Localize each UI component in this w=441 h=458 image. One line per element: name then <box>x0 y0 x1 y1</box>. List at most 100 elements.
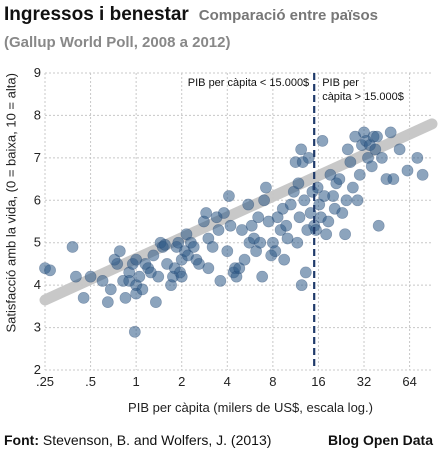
data-point <box>152 270 165 283</box>
data-point <box>44 264 56 277</box>
data-point <box>298 194 311 207</box>
x-tick-label: 4 <box>224 374 231 389</box>
x-tick-label: 2 <box>178 374 185 389</box>
data-point <box>320 228 333 241</box>
data-point <box>372 219 385 232</box>
data-point <box>254 236 267 249</box>
data-point <box>341 143 354 156</box>
data-point <box>218 207 230 219</box>
data-point <box>133 270 146 283</box>
data-point <box>371 130 383 143</box>
data-point <box>340 194 353 207</box>
data-point <box>365 160 378 173</box>
chart-source-period: (Gallup World Poll, 2008 a 2012) <box>4 34 231 51</box>
y-tick-label: 9 <box>34 65 41 80</box>
tick-labels: .25 .5 1 2 4 8 16 32 64 2 3 4 5 6 7 8 9 <box>34 65 417 389</box>
data-point <box>223 190 235 202</box>
data-point <box>291 236 304 249</box>
data-point <box>369 143 382 156</box>
data-point <box>322 215 335 228</box>
data-point <box>344 156 357 168</box>
data-point <box>346 181 359 194</box>
data-point <box>66 241 79 253</box>
data-point <box>206 241 219 253</box>
data-point <box>258 194 270 207</box>
data-point <box>281 232 294 245</box>
data-point <box>299 266 312 279</box>
brand-label: Blog Open Data <box>327 432 433 448</box>
threshold-label-right-1: PIB per <box>322 77 359 89</box>
data-point <box>242 198 255 211</box>
data-point <box>119 291 132 304</box>
data-point <box>202 262 215 275</box>
data-point <box>236 224 248 236</box>
data-point <box>159 238 171 251</box>
x-tick-label: 64 <box>402 374 416 389</box>
data-point <box>96 274 109 287</box>
data-point <box>278 253 291 266</box>
data-point <box>252 211 265 224</box>
data-point <box>245 219 258 232</box>
data-point <box>256 270 269 283</box>
data-point <box>233 262 246 275</box>
data-point <box>316 134 329 147</box>
y-tick-label: 5 <box>34 235 41 250</box>
data-point <box>221 245 234 258</box>
data-point <box>416 168 429 181</box>
source-label: Font: <box>4 432 39 448</box>
x-tick-label: 1 <box>133 374 140 389</box>
threshold-label-right-2: càpita > 15.000$ <box>322 91 404 103</box>
data-point <box>295 143 308 156</box>
data-point <box>77 291 90 304</box>
data-point <box>292 177 305 190</box>
data-point <box>214 274 227 287</box>
data-point <box>269 245 282 258</box>
chart-title: Ingressos i benestar <box>4 4 189 25</box>
data-point <box>128 325 141 338</box>
x-tick-label: .5 <box>85 374 96 389</box>
threshold-label-left: PIB per càpita < 15.000$ <box>188 77 309 89</box>
data-point <box>295 279 308 292</box>
data-point <box>271 211 284 224</box>
data-point <box>172 236 185 249</box>
data-point <box>302 151 315 164</box>
data-point <box>260 181 272 194</box>
data-point <box>310 224 322 236</box>
data-point <box>384 126 397 139</box>
data-point <box>339 228 351 241</box>
data-point <box>136 283 149 296</box>
data-point <box>200 207 213 219</box>
y-tick-label: 8 <box>34 107 41 122</box>
data-point <box>187 241 200 253</box>
data-point <box>313 198 326 211</box>
data-point <box>333 173 346 185</box>
data-point <box>104 283 117 296</box>
data-point <box>327 190 340 202</box>
data-point <box>70 270 82 283</box>
data-point <box>149 296 162 309</box>
x-tick-label: 32 <box>357 374 371 389</box>
data-point <box>411 151 424 164</box>
data-point <box>175 270 188 283</box>
data-point <box>284 198 297 211</box>
data-point <box>238 253 251 266</box>
data-point <box>387 173 400 185</box>
x-tick-label: 16 <box>311 374 325 389</box>
y-tick-label: 7 <box>34 150 41 165</box>
data-point <box>280 219 293 232</box>
data-point <box>101 296 114 309</box>
data-point <box>193 258 205 270</box>
y-tick-label: 2 <box>34 362 41 377</box>
data-point <box>393 143 406 156</box>
data-point <box>375 151 388 164</box>
source-credit: Font: Stevenson, B. and Wolfers, J. (201… <box>4 432 271 448</box>
x-tick-label: 8 <box>269 374 276 389</box>
data-point <box>353 168 366 181</box>
title-row: Ingressos i benestar Comparació entre paï… <box>4 4 378 26</box>
y-tick-label: 6 <box>34 192 41 207</box>
grid <box>44 72 432 371</box>
x-axis-label: PIB per càpita (milers de US$, escala lo… <box>128 400 373 415</box>
data-point <box>224 219 237 232</box>
data-point <box>336 207 349 219</box>
